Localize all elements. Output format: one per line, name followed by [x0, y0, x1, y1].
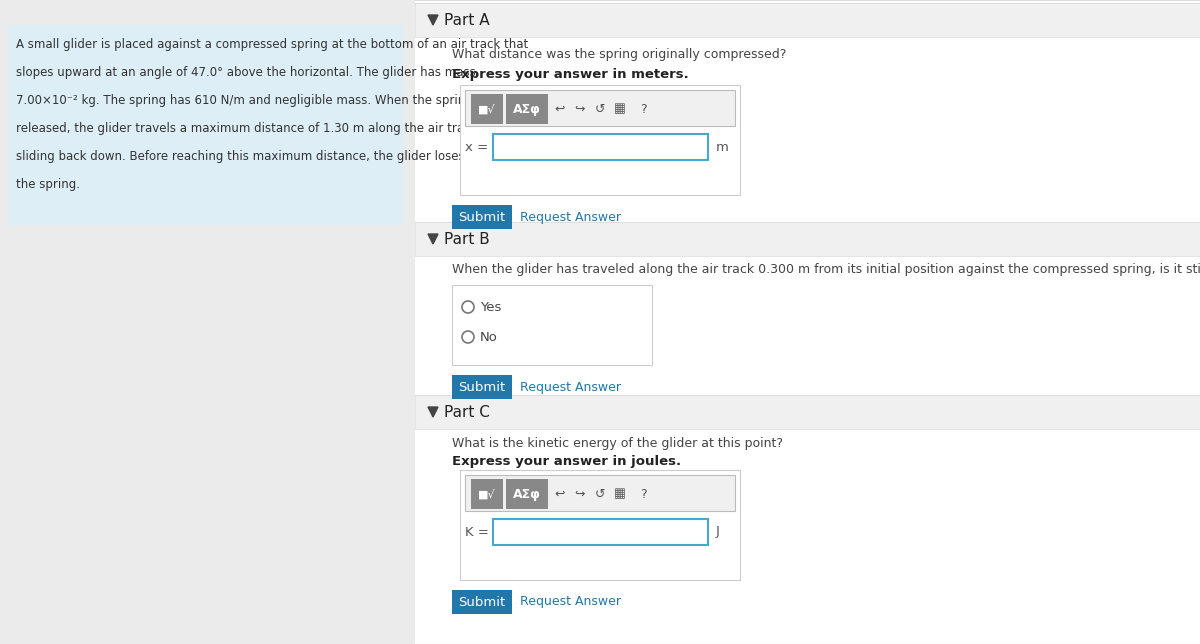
Text: AΣφ: AΣφ — [514, 488, 541, 500]
Text: the spring.: the spring. — [16, 178, 80, 191]
Text: J: J — [716, 526, 720, 538]
Text: Submit: Submit — [458, 596, 505, 609]
Bar — [415, 37, 1200, 222]
Bar — [415, 222, 1200, 256]
Text: ?: ? — [640, 488, 647, 500]
Bar — [452, 375, 512, 399]
Text: Part A: Part A — [444, 12, 490, 28]
Bar — [452, 205, 512, 229]
Text: x =: x = — [466, 140, 488, 153]
Text: Express your answer in meters.: Express your answer in meters. — [452, 68, 689, 81]
Bar — [415, 3, 1200, 37]
Text: ↩: ↩ — [554, 488, 565, 500]
Text: ↺: ↺ — [595, 102, 605, 115]
Polygon shape — [428, 234, 438, 244]
Bar — [470, 479, 503, 509]
Bar — [466, 475, 734, 511]
Text: ■√: ■√ — [478, 104, 496, 114]
Text: ▦: ▦ — [614, 102, 626, 115]
Text: No: No — [480, 330, 498, 343]
Text: What distance was the spring originally compressed?: What distance was the spring originally … — [452, 48, 786, 61]
Text: 7.00×10⁻² kg. The spring has 610 N/m and negligible mass. When the spring is: 7.00×10⁻² kg. The spring has 610 N/m and… — [16, 94, 486, 107]
Bar — [415, 429, 1200, 644]
Text: ■√: ■√ — [478, 489, 496, 499]
Text: Express your answer in joules.: Express your answer in joules. — [452, 455, 682, 468]
Bar — [415, 395, 1200, 429]
Text: sliding back down. Before reaching this maximum distance, the glider loses conta: sliding back down. Before reaching this … — [16, 150, 541, 163]
Bar — [460, 85, 740, 195]
Bar — [506, 94, 548, 124]
Bar — [415, 256, 1200, 451]
Text: released, the glider travels a maximum distance of 1.30 m along the air track be: released, the glider travels a maximum d… — [16, 122, 520, 135]
Bar — [470, 94, 503, 124]
Bar — [493, 519, 708, 545]
Text: ↪: ↪ — [575, 102, 586, 115]
Bar — [493, 134, 708, 160]
Text: Part C: Part C — [444, 404, 490, 419]
Text: Request Answer: Request Answer — [520, 211, 622, 223]
Text: ↺: ↺ — [595, 488, 605, 500]
Text: ?: ? — [640, 102, 647, 115]
Text: ↪: ↪ — [575, 488, 586, 500]
Text: Submit: Submit — [458, 381, 505, 393]
Text: ↩: ↩ — [554, 102, 565, 115]
Polygon shape — [428, 15, 438, 25]
Bar — [8, 25, 403, 225]
Text: AΣφ: AΣφ — [514, 102, 541, 115]
Text: When the glider has traveled along the air track 0.300 m from its initial positi: When the glider has traveled along the a… — [452, 263, 1200, 276]
Bar — [466, 90, 734, 126]
Text: What is the kinetic energy of the glider at this point?: What is the kinetic energy of the glider… — [452, 437, 784, 450]
Polygon shape — [428, 407, 438, 417]
Text: Request Answer: Request Answer — [520, 381, 622, 393]
Text: Request Answer: Request Answer — [520, 596, 622, 609]
Text: slopes upward at an angle of 47.0° above the horizontal. The glider has mass: slopes upward at an angle of 47.0° above… — [16, 66, 475, 79]
Text: Submit: Submit — [458, 211, 505, 223]
Bar — [460, 470, 740, 580]
Bar — [452, 285, 652, 365]
Text: Yes: Yes — [480, 301, 502, 314]
Text: m: m — [716, 140, 728, 153]
Bar — [415, 0, 1200, 644]
Text: K =: K = — [466, 526, 488, 538]
Text: ▦: ▦ — [614, 488, 626, 500]
Bar — [452, 590, 512, 614]
Bar — [506, 479, 548, 509]
Text: Part B: Part B — [444, 231, 490, 247]
Text: A small glider is placed against a compressed spring at the bottom of an air tra: A small glider is placed against a compr… — [16, 38, 528, 51]
